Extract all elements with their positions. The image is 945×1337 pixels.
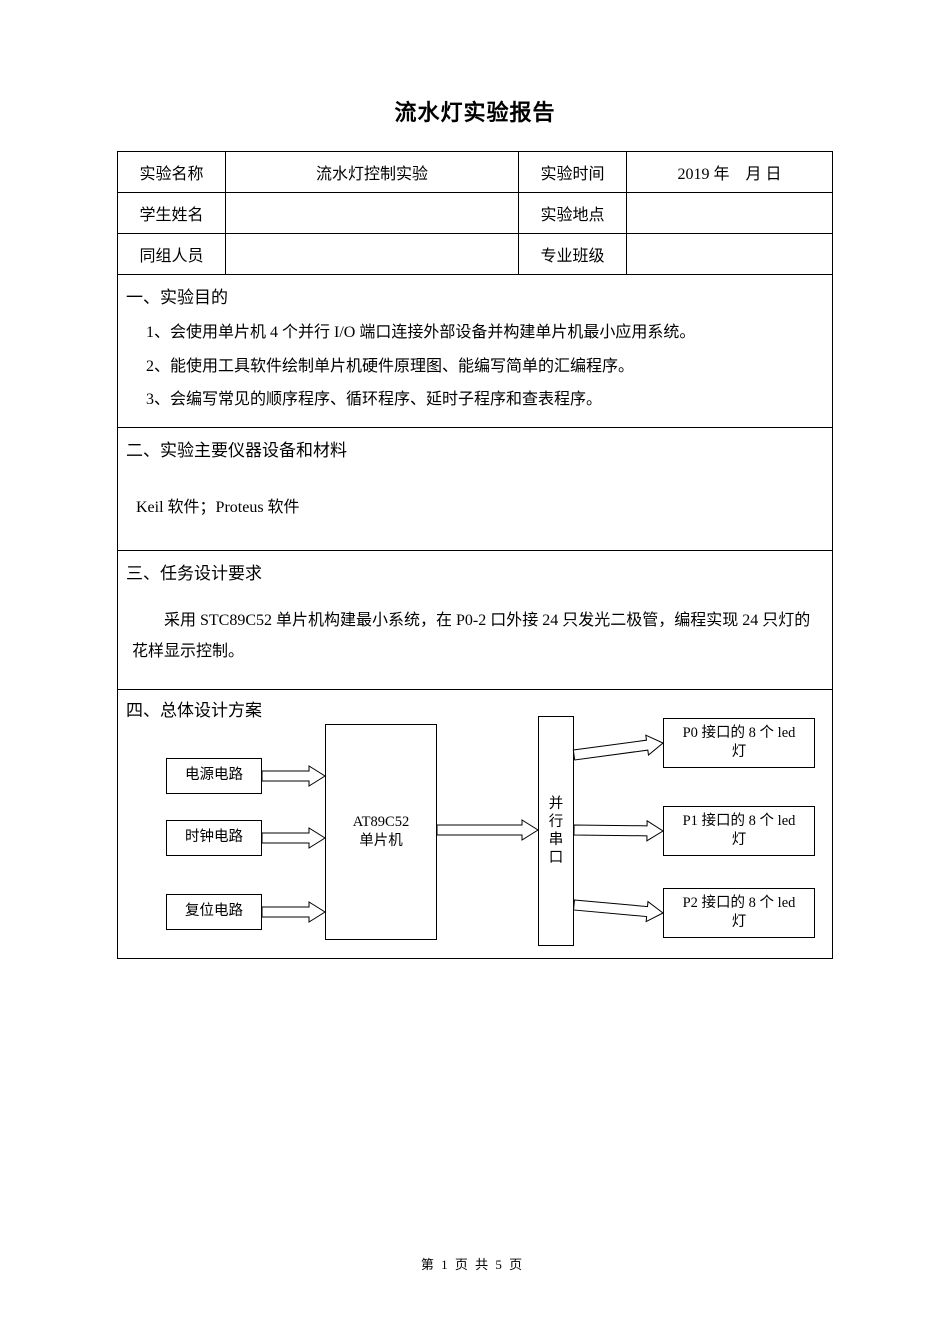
section1-item: 1、会使用单片机 4 个并行 I/O 端口连接外部设备并构建单片机最小应用系统。 [146,316,822,350]
section2-body: Keil 软件；Proteus 软件 [118,465,832,551]
meta-label-class: 专业班级 [519,234,627,275]
meta-value-exp-name: 流水灯控制实验 [226,152,519,193]
table-row: 实验名称 流水灯控制实验 实验时间 2019 年 月 日 [118,152,833,193]
meta-value-class [627,234,833,275]
section1-item: 3、会编写常见的顺序程序、循环程序、延时子程序和查表程序。 [146,383,822,417]
section3-body: 采用 STC89C52 单片机构建最小系统，在 P0-2 口外接 24 只发光二… [118,588,832,689]
table-row: 同组人员 专业班级 [118,234,833,275]
meta-label-exp-name: 实验名称 [118,152,226,193]
section1-title: 一、实验目的 [118,275,832,312]
table-row: 学生姓名 实验地点 [118,193,833,234]
section4-diagram: 四、总体设计方案 电源电路 时钟电路 复位电路 AT89C52单片机 并行串口 … [118,690,832,958]
doc-title: 流水灯实验报告 [117,95,833,127]
page: 流水灯实验报告 实验名称 流水灯控制实验 实验时间 2019 年 月 日 学生姓… [0,0,945,1337]
page-footer: 第 1 页 共 5 页 [0,1254,945,1273]
section1-body: 1、会使用单片机 4 个并行 I/O 端口连接外部设备并构建单片机最小应用系统。… [118,312,832,427]
content-frame: 一、实验目的 1、会使用单片机 4 个并行 I/O 端口连接外部设备并构建单片机… [117,275,833,959]
meta-label-exp-time: 实验时间 [519,152,627,193]
section2-title: 二、实验主要仪器设备和材料 [118,428,832,465]
meta-value-location [627,193,833,234]
section1-item: 2、能使用工具软件绘制单片机硬件原理图、能编写简单的汇编程序。 [146,350,822,384]
meta-label-group: 同组人员 [118,234,226,275]
section3-title: 三、任务设计要求 [118,551,832,588]
meta-value-exp-time: 2019 年 月 日 [627,152,833,193]
meta-value-student [226,193,519,234]
meta-value-group [226,234,519,275]
meta-label-location: 实验地点 [519,193,627,234]
arrows-svg [118,690,832,958]
meta-label-student: 学生姓名 [118,193,226,234]
meta-table: 实验名称 流水灯控制实验 实验时间 2019 年 月 日 学生姓名 实验地点 同… [117,151,833,275]
